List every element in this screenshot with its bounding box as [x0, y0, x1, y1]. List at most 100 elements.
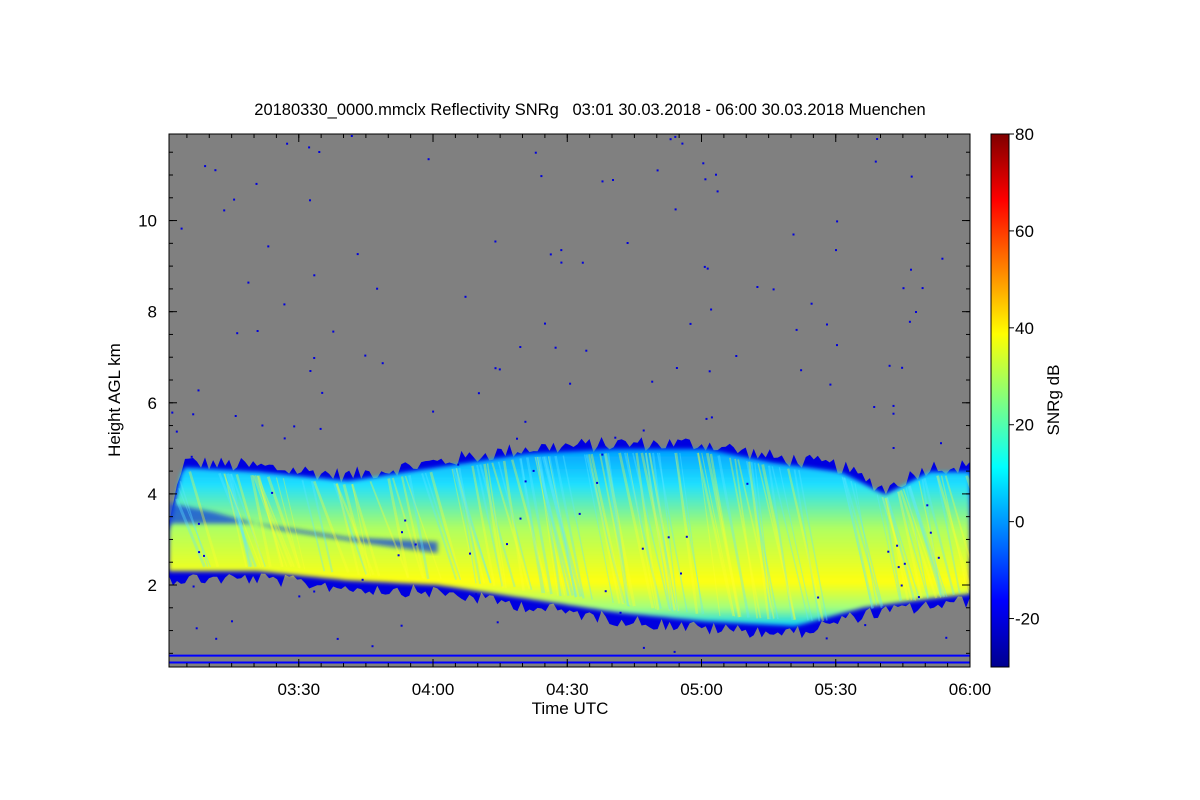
noise-speckle — [524, 480, 527, 483]
fall-streak — [175, 498, 206, 568]
fall-streak — [885, 497, 909, 601]
fall-streak — [658, 452, 679, 613]
noise-speckle — [669, 138, 672, 141]
noise-speckle — [477, 392, 480, 395]
fall-streak — [841, 476, 873, 609]
fall-streak — [697, 452, 721, 617]
fall-streak — [709, 453, 741, 618]
fall-streak — [923, 478, 955, 596]
noise-speckle — [198, 551, 201, 554]
cloud-layer-core — [169, 449, 970, 626]
fall-streak — [771, 466, 809, 621]
fall-streak — [644, 452, 671, 611]
fall-streak — [486, 463, 507, 589]
fall-streak — [178, 488, 211, 567]
noise-speckle — [236, 332, 239, 335]
noise-speckle — [910, 268, 912, 271]
noise-speckle — [910, 175, 913, 178]
fall-streak — [253, 474, 293, 568]
fall-streak — [599, 453, 631, 606]
y-tick-label-4: 10 — [138, 212, 157, 231]
noise-speckle — [612, 179, 614, 181]
plot-frame — [168, 133, 971, 668]
fall-streak — [429, 471, 462, 581]
fall-streak — [538, 456, 562, 597]
noise-speckle — [309, 199, 311, 202]
noise-speckle — [534, 151, 537, 154]
noise-speckle — [756, 286, 759, 288]
noise-speckle — [656, 169, 659, 172]
fall-streak — [282, 478, 306, 570]
noise-speckle — [308, 146, 311, 149]
noise-speckle — [231, 620, 233, 623]
noise-speckle — [381, 362, 384, 365]
fall-streak — [882, 497, 903, 601]
noise-speckle — [321, 391, 324, 394]
noise-speckle — [585, 349, 588, 352]
fall-streak — [479, 464, 516, 588]
noise-speckle — [286, 142, 289, 145]
noise-speckle — [800, 369, 803, 372]
noise-speckle — [397, 554, 400, 557]
x-axis: 03:30 04:00 04:30 05:00 05:30 06:00 — [186, 134, 991, 699]
y-tick-label-0: 2 — [148, 576, 157, 595]
noise-speckle — [203, 554, 205, 557]
x-tick-label-2: 04:30 — [546, 680, 589, 699]
fall-streak — [674, 452, 705, 614]
noise-speckle — [825, 637, 828, 640]
fall-streak — [548, 456, 577, 598]
noise-speckle — [313, 590, 316, 593]
noise-speckle — [560, 261, 563, 264]
fall-streak — [787, 468, 825, 622]
noise-speckle — [601, 453, 604, 456]
x-axis-title: Time UTC — [532, 699, 609, 718]
ground-clutter — [169, 654, 970, 664]
noise-speckle — [197, 389, 200, 392]
x-tick-label-4: 05:30 — [814, 680, 857, 699]
fall-streak — [908, 485, 943, 598]
fall-streak — [585, 454, 626, 604]
fall-streak — [497, 461, 533, 590]
fall-streak — [387, 478, 410, 579]
noise-speckle — [190, 455, 193, 458]
noise-speckle — [673, 650, 676, 653]
noise-speckle — [596, 481, 599, 484]
noise-speckle — [376, 287, 379, 290]
fall-streak — [902, 488, 942, 598]
fall-streak — [252, 475, 288, 567]
noise-speckle — [892, 447, 895, 449]
colorbar-axis: -20 0 20 40 60 80 — [1009, 125, 1040, 629]
fall-streak — [335, 483, 360, 576]
noise-speckle — [902, 287, 905, 290]
fall-streak — [554, 455, 585, 599]
noise-speckle — [706, 267, 709, 270]
fall-streak — [223, 473, 262, 567]
noise-speckle — [432, 410, 435, 413]
noise-speckle — [705, 417, 708, 420]
y-tick-label-2: 6 — [148, 394, 157, 413]
fall-streak — [455, 468, 477, 584]
fall-streak — [342, 484, 370, 576]
noise-speckle — [469, 552, 471, 555]
fall-streak — [884, 498, 913, 601]
noise-speckle — [247, 281, 250, 284]
noise-speckle — [908, 320, 911, 323]
noise-speckle — [836, 344, 838, 347]
noise-speckle — [256, 330, 259, 332]
fall-streak — [905, 487, 929, 598]
fall-streak — [705, 452, 742, 618]
noise-speckles — [171, 135, 948, 653]
fall-streak — [632, 452, 671, 610]
fall-streak — [717, 455, 750, 618]
fall-streak — [502, 460, 525, 591]
noise-speckle — [283, 303, 286, 306]
noise-speckle — [641, 547, 644, 550]
noise-speckle — [506, 543, 508, 546]
noise-speckle — [180, 227, 183, 230]
noise-speckle — [601, 180, 604, 183]
cloud-layer-group — [169, 437, 970, 639]
fall-streak — [850, 480, 884, 607]
noise-speckle — [792, 233, 795, 236]
fall-streak — [257, 475, 295, 568]
noise-speckle — [524, 420, 527, 423]
